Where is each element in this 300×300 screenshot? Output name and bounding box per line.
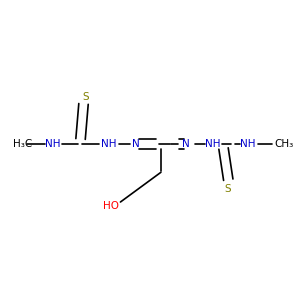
Text: NH: NH <box>205 139 220 149</box>
Text: S: S <box>224 184 231 194</box>
Text: NH: NH <box>101 139 117 149</box>
Text: N: N <box>182 139 190 149</box>
Text: H₃C: H₃C <box>13 139 32 149</box>
Text: HO: HO <box>103 202 119 212</box>
Text: NH: NH <box>45 139 61 149</box>
Text: S: S <box>82 92 89 101</box>
Text: NH: NH <box>240 139 256 149</box>
Text: N: N <box>132 139 140 149</box>
Text: CH₃: CH₃ <box>274 139 294 149</box>
